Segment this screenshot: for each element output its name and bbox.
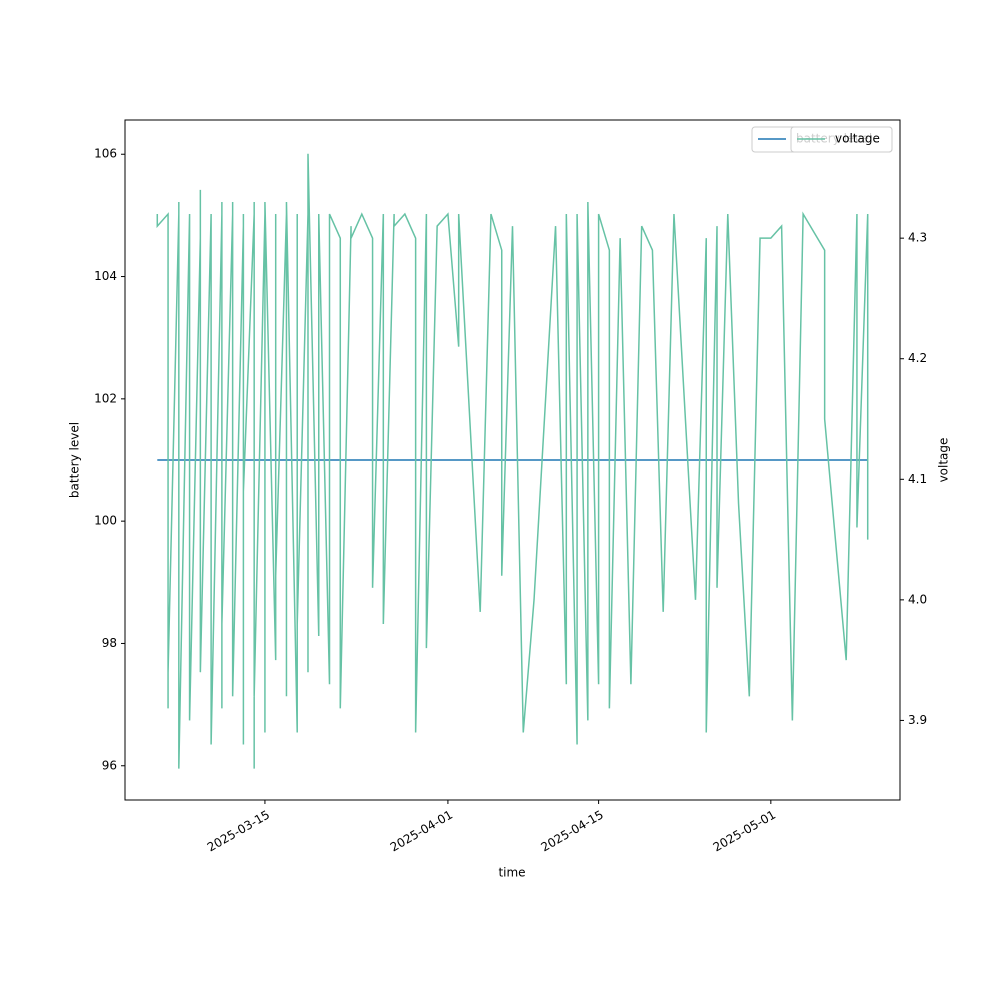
legend-box bbox=[790, 126, 893, 153]
y2-tick-label: 4.0 bbox=[908, 592, 927, 606]
x-tick-label: 2025-03-15 bbox=[205, 808, 272, 855]
legend-label: voltage bbox=[835, 132, 880, 146]
y-tick-label: 100 bbox=[94, 514, 117, 528]
y-tick-label: 104 bbox=[94, 269, 117, 283]
y-tick-label: 102 bbox=[94, 391, 117, 405]
y-tick-label: 98 bbox=[102, 636, 117, 650]
y2-axis-label: voltage bbox=[937, 438, 951, 483]
y2-tick-label: 4.1 bbox=[908, 472, 927, 486]
x-tick-label: 2025-05-01 bbox=[711, 808, 778, 855]
y2-tick-label: 4.2 bbox=[908, 351, 927, 365]
axes-frame bbox=[124, 119, 901, 801]
x-axis-label: time bbox=[498, 866, 525, 880]
x-tick-label: 2025-04-15 bbox=[538, 808, 605, 855]
y2-tick-label: 3.9 bbox=[908, 713, 927, 727]
y-tick-label: 106 bbox=[94, 147, 117, 161]
y2-tick-label: 4.3 bbox=[908, 231, 927, 245]
series-line bbox=[156, 153, 869, 769]
x-tick-label: 2025-04-01 bbox=[388, 808, 455, 855]
y-axis-label: battery level bbox=[68, 422, 82, 498]
y-tick-label: 96 bbox=[102, 758, 117, 772]
